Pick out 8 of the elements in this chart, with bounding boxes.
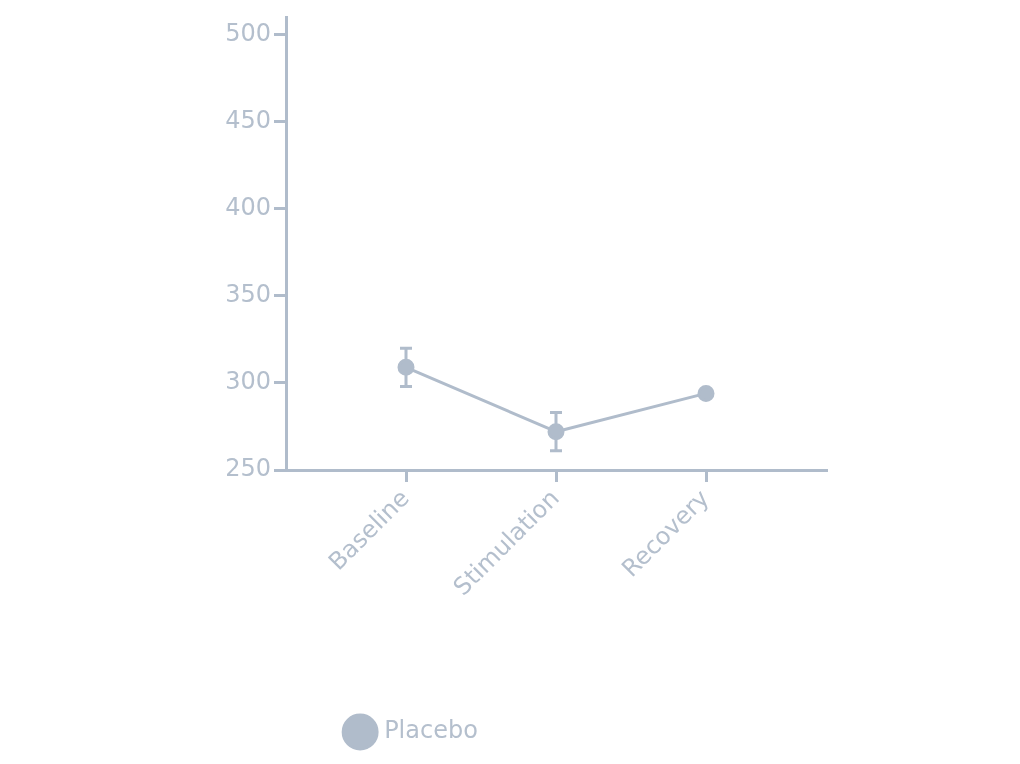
legend-label: Placebo xyxy=(384,716,478,745)
y-tick-label: 450 xyxy=(225,106,271,135)
y-tick-label: 250 xyxy=(225,454,271,483)
y-tick-label: 400 xyxy=(225,193,271,222)
y-tick-label: 350 xyxy=(225,280,271,309)
y-tick-label: 500 xyxy=(225,19,271,48)
point xyxy=(697,384,715,402)
y-tick-label: 300 xyxy=(225,367,271,396)
